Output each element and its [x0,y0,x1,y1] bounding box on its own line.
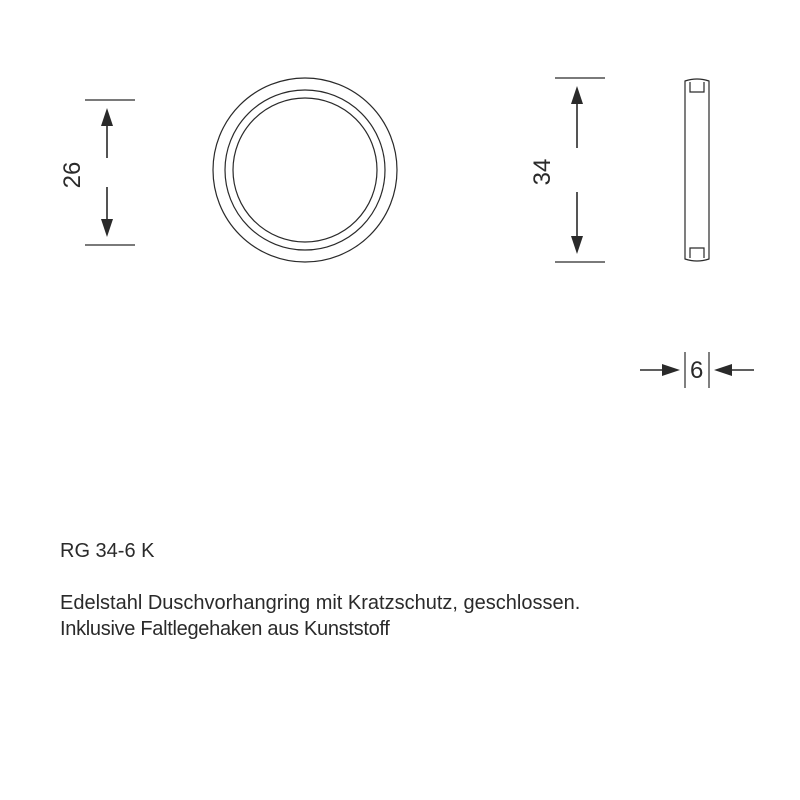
ring-side-view [685,79,709,261]
ring-front-view [213,78,397,262]
description-line-2: Inklusive Faltlegehaken aus Kunststoff [60,618,390,641]
svg-text:34: 34 [529,159,556,186]
dimension-6: 6 [640,352,754,388]
technical-drawing: 26 34 6 [0,0,800,800]
product-code: RG 34-6 K [60,540,154,563]
svg-text:26: 26 [59,162,86,189]
description-line-1: Edelstahl Duschvorhangring mit Kratzschu… [60,592,580,615]
dimension-26: 26 [59,100,135,245]
dimension-34: 34 [529,78,605,262]
svg-text:6: 6 [690,357,703,384]
